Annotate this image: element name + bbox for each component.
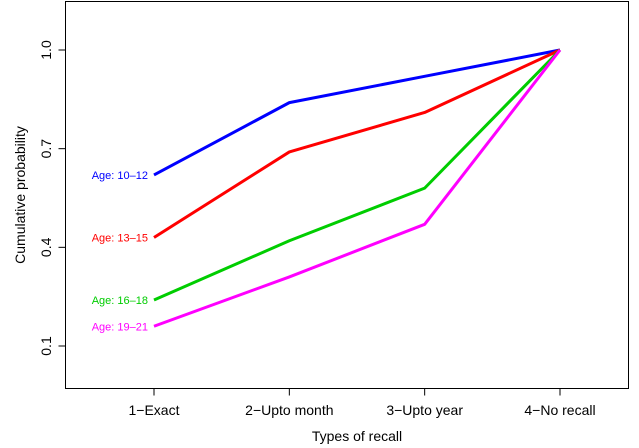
x-tick-label: 2−Upto month bbox=[245, 402, 333, 418]
x-axis-title: Types of recall bbox=[312, 428, 402, 444]
x-tick-label: 4−No recall bbox=[524, 402, 595, 418]
y-tick-label: 0.1 bbox=[38, 336, 54, 356]
series-line bbox=[153, 49, 562, 328]
series-layer bbox=[153, 48, 562, 328]
plot-frame bbox=[65, 1, 629, 389]
series-line bbox=[153, 48, 561, 177]
series-label: Age: 16–18 bbox=[92, 295, 148, 307]
series-label: Age: 10–12 bbox=[92, 170, 148, 182]
series-line bbox=[153, 48, 561, 239]
y-axis: 0.1 0.4 0.7 1.0 bbox=[38, 40, 66, 356]
series-label: Age: 13–15 bbox=[92, 232, 148, 244]
y-tick-label: 1.0 bbox=[38, 40, 54, 60]
x-axis: 1−Exact 2−Upto month 3−Upto year 4−No recal… bbox=[129, 388, 596, 418]
y-tick-label: 0.7 bbox=[38, 139, 54, 159]
y-tick-label: 0.4 bbox=[38, 237, 54, 257]
series-labels: Age: 10–12 Age: 13–15 Age: 16–18 Age: 19–21 bbox=[92, 170, 148, 333]
series-line bbox=[153, 48, 562, 302]
series-label: Age: 19–21 bbox=[92, 321, 148, 333]
y-axis-title: Cumulative probability bbox=[12, 126, 28, 264]
x-tick-label: 1−Exact bbox=[129, 402, 180, 418]
x-tick-label: 3−Upto year bbox=[386, 402, 463, 418]
